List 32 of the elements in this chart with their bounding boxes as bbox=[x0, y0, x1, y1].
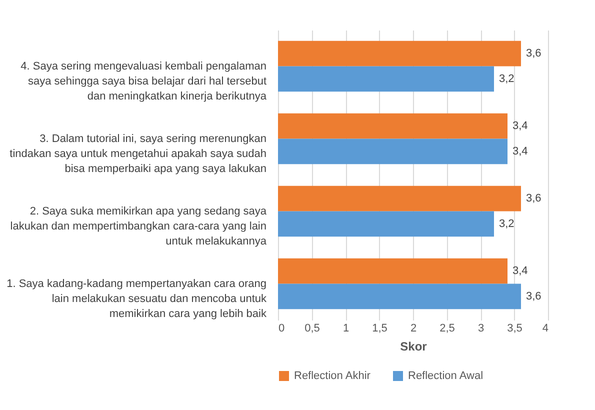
data-label: 3,2 bbox=[499, 218, 514, 230]
x-tick-label: 2 bbox=[410, 322, 417, 334]
data-label: 3,6 bbox=[526, 290, 542, 302]
data-label: 3,6 bbox=[526, 48, 542, 60]
bar bbox=[278, 258, 508, 284]
bar bbox=[278, 186, 521, 212]
y-tick-label: 2. Saya suka memikirkan apa yang sedang saya lakukan dan mempertimbangkan cara-cara yang lain untuk melakukannya bbox=[10, 205, 268, 248]
data-label: 3,4 bbox=[512, 145, 528, 158]
bar bbox=[278, 284, 521, 310]
y-tick-label: 4. Saya sering mengevaluasi kembali pengalaman saya sehingga saya bisa belajar dari hal tersebut dan meningkatkan kinerja berikutnya bbox=[20, 60, 268, 102]
x-axis-title: Skor bbox=[400, 340, 428, 354]
x-tick-label: 3 bbox=[478, 322, 484, 334]
bar bbox=[278, 40, 521, 66]
y-tick-label: 1. Saya kadang-kadang mempertanyakan cara orang lain melakukan sesuatu dan mencoba untuk memikirkan cara yang lebih baik bbox=[6, 278, 267, 320]
bar bbox=[278, 113, 508, 139]
data-label: 3,4 bbox=[512, 265, 528, 278]
x-tick-label: 1,5 bbox=[372, 322, 388, 334]
data-label: 3,6 bbox=[526, 192, 542, 205]
bar bbox=[278, 138, 508, 164]
bar bbox=[278, 66, 494, 92]
data-label: 3,4 bbox=[512, 120, 528, 132]
x-tick-label: 1 bbox=[342, 322, 350, 334]
y-tick-label: 3. Dalam tutorial ini, saya sering merenungkan tindakan saya untuk mengetahui apakah saya sudah bisa memperbaiki apa yang saya lakukan bbox=[10, 132, 266, 175]
x-tick-label: 3,5 bbox=[507, 322, 522, 334]
x-tick-label: 0,5 bbox=[304, 322, 320, 334]
x-tick-label: 0 bbox=[278, 322, 285, 334]
x-tick-label: 4 bbox=[542, 322, 548, 334]
data-label: 3,2 bbox=[499, 72, 514, 85]
x-tick-label: 2,5 bbox=[440, 322, 455, 334]
bar bbox=[278, 211, 494, 237]
legend-label: Reflection Akhir bbox=[294, 370, 371, 382]
legend-label: Reflection Awal bbox=[408, 370, 484, 382]
